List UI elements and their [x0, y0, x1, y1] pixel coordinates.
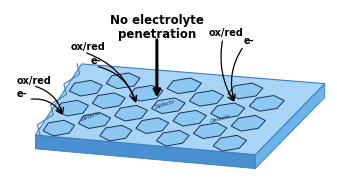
Polygon shape — [255, 84, 325, 169]
Polygon shape — [213, 135, 247, 151]
Text: e-: e- — [244, 36, 254, 46]
Polygon shape — [129, 85, 163, 101]
Text: Defects: Defects — [209, 114, 231, 125]
Polygon shape — [106, 73, 140, 89]
Polygon shape — [136, 118, 169, 133]
Polygon shape — [189, 91, 224, 106]
Polygon shape — [35, 64, 325, 155]
Text: ox/red: ox/red — [70, 42, 105, 52]
Polygon shape — [115, 105, 148, 121]
Polygon shape — [92, 93, 125, 108]
Polygon shape — [100, 125, 132, 141]
Text: Defects: Defects — [155, 99, 176, 110]
Polygon shape — [43, 120, 74, 136]
Polygon shape — [167, 78, 202, 94]
Polygon shape — [79, 113, 111, 129]
Polygon shape — [211, 103, 245, 119]
Text: e-: e- — [17, 89, 28, 99]
Text: No electrolyte: No electrolyte — [110, 14, 204, 27]
Polygon shape — [193, 123, 227, 139]
Text: ox/red: ox/red — [17, 76, 52, 86]
Polygon shape — [173, 110, 207, 126]
Text: Defects: Defects — [81, 110, 102, 122]
Polygon shape — [156, 130, 189, 146]
Text: ox/red: ox/red — [209, 28, 244, 38]
Polygon shape — [249, 96, 284, 111]
Polygon shape — [56, 100, 89, 116]
Text: penetration: penetration — [118, 28, 196, 41]
Polygon shape — [69, 80, 102, 96]
Text: e-: e- — [91, 56, 101, 66]
Polygon shape — [228, 83, 263, 99]
Polygon shape — [35, 135, 255, 169]
Polygon shape — [231, 115, 266, 131]
Polygon shape — [152, 98, 185, 114]
